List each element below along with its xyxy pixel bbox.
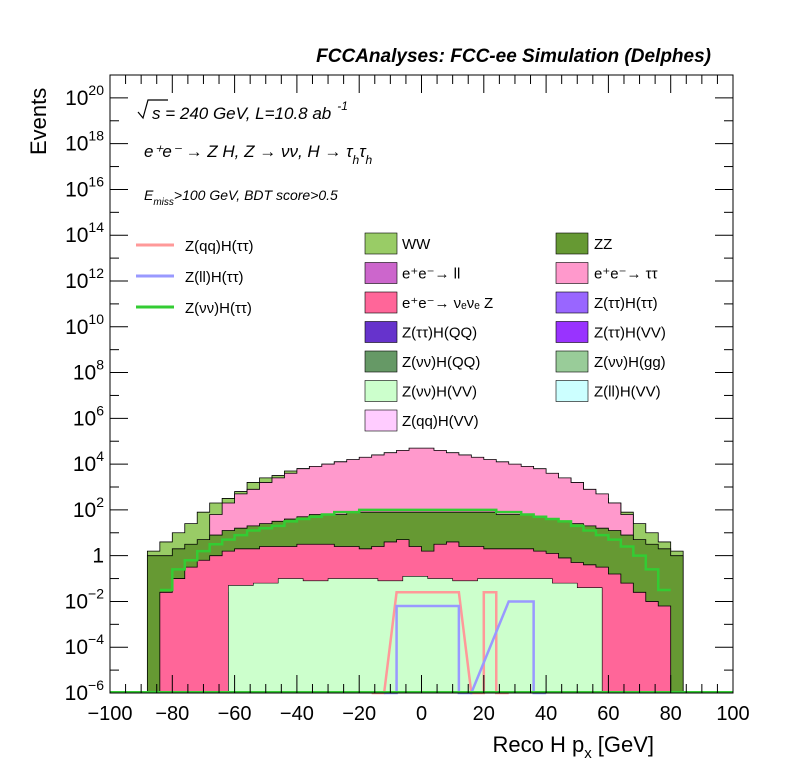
legend-entry-label: e⁺e⁻→ ll [402,266,460,283]
legend-fill-swatch [364,380,398,402]
legend-fill-swatch [555,262,589,284]
legend-entry-label: Z(ττ)H(VV) [594,325,666,342]
legend-fill-swatch [555,380,589,402]
x-axis-label-main: Reco H p [493,732,585,757]
y-tick-label: 102 [73,494,104,522]
y-axis-label: Events [26,88,51,155]
legend-entry-label: Z(ll)H(VV) [594,384,661,401]
legend-fill-swatch [364,291,398,314]
legend: Z(qq)H(ττ) Z(ll)H(ττ) Z(νν)H(ττ) WW e⁺e⁻→ ll… [136,232,666,432]
legend-entry-label: Z(ττ)H(QQ) [402,325,477,342]
legend-fill-swatch [364,321,398,343]
legend-entry-label: Z(qq)H(ττ) [185,238,254,255]
axis-ticks: −100 −80 −60 −40 −20 0 20 40 60 80 100 10−6 10−4 10−2… [65,74,750,725]
chart-title: FCCAnalyses: FCC-ee Simulation (Delphes) [316,46,711,67]
y-tick-label: 1010 [65,311,104,339]
x-tick-label: −80 [155,703,189,725]
legend-entry-label: WW [402,236,431,253]
legend-entry-label: Z(νν)H(ττ) [185,300,252,317]
legend-fill-swatch [555,291,589,314]
y-tick-label: 1012 [65,265,104,293]
x-tick-label: −100 [87,703,132,725]
legend-fill-swatch [364,409,398,432]
legend-entry-label: Z(νν)H(VV) [402,384,477,401]
small-band-2 [228,575,603,694]
x-axis-label-unit: [GeV] [598,732,654,757]
annotation-cuts: Emiss>100 GeV, BDT score>0.5 [144,187,338,208]
x-tick-label: 20 [473,703,495,725]
x-axis-label-sub: x [584,745,592,762]
y-tick-label: 10−6 [65,677,105,705]
y-tick-label: 10−4 [65,631,105,659]
plot-layers [110,447,733,695]
legend-fill-swatch [555,232,589,255]
x-tick-label: −40 [280,703,314,725]
legend-fill-swatch [364,350,398,373]
legend-fill-swatch [364,232,398,255]
legend-entry-label: Z(νν)H(QQ) [402,354,480,371]
x-tick-label: 0 [416,703,427,725]
line-series-0 [371,591,509,695]
y-tick-label: 1020 [65,82,104,110]
legend-fill-swatch [555,350,589,373]
legend-entry-label: Z(νν)H(gg) [594,354,666,371]
x-tick-label: 80 [660,703,682,725]
annotations: s = 240 GeV, L=10.8 ab -1 e⁺e⁻ → Z H, Z →… [137,99,373,208]
legend-fill-swatch [555,321,589,343]
x-tick-label: −20 [342,703,376,725]
x-tick-label: 60 [597,703,619,725]
y-tick-label: 1016 [65,173,104,201]
annotation-process: e⁺e⁻ → Z H, Z → νν, H → τhτh [144,142,373,167]
y-tick-label: 104 [73,448,104,476]
x-tick-label: 40 [535,703,557,725]
line-series-1 [384,600,547,695]
legend-entry-label: ZZ [594,236,612,253]
y-tick-label: 1014 [65,219,104,247]
legend-entry-label: Z(ττ)H(ττ) [594,295,658,312]
y-tick-label: 1018 [65,128,104,156]
y-tick-label: 108 [73,357,104,385]
legend-entry-label: Z(ll)H(ττ) [185,269,244,286]
legend-entry-label: Z(qq)H(VV) [402,413,479,430]
x-tick-label: −60 [218,703,252,725]
annotation-energy: s = 240 GeV, L=10.8 ab -1 [152,99,348,123]
legend-fill-swatch [364,262,398,284]
x-axis-label: Reco H px [GeV] [493,732,654,762]
y-tick-label: 1 [92,545,104,568]
y-tick-label: 10−2 [65,585,105,613]
sqrt-symbol [137,99,168,120]
legend-entry-label: e⁺e⁻→ ττ [594,266,658,283]
line-series-2 [159,508,671,592]
legend-entry-label: e⁺e⁻→ νₑνₑ Z [402,295,493,312]
y-tick-label: 106 [73,402,104,430]
x-tick-label: 100 [716,703,749,725]
